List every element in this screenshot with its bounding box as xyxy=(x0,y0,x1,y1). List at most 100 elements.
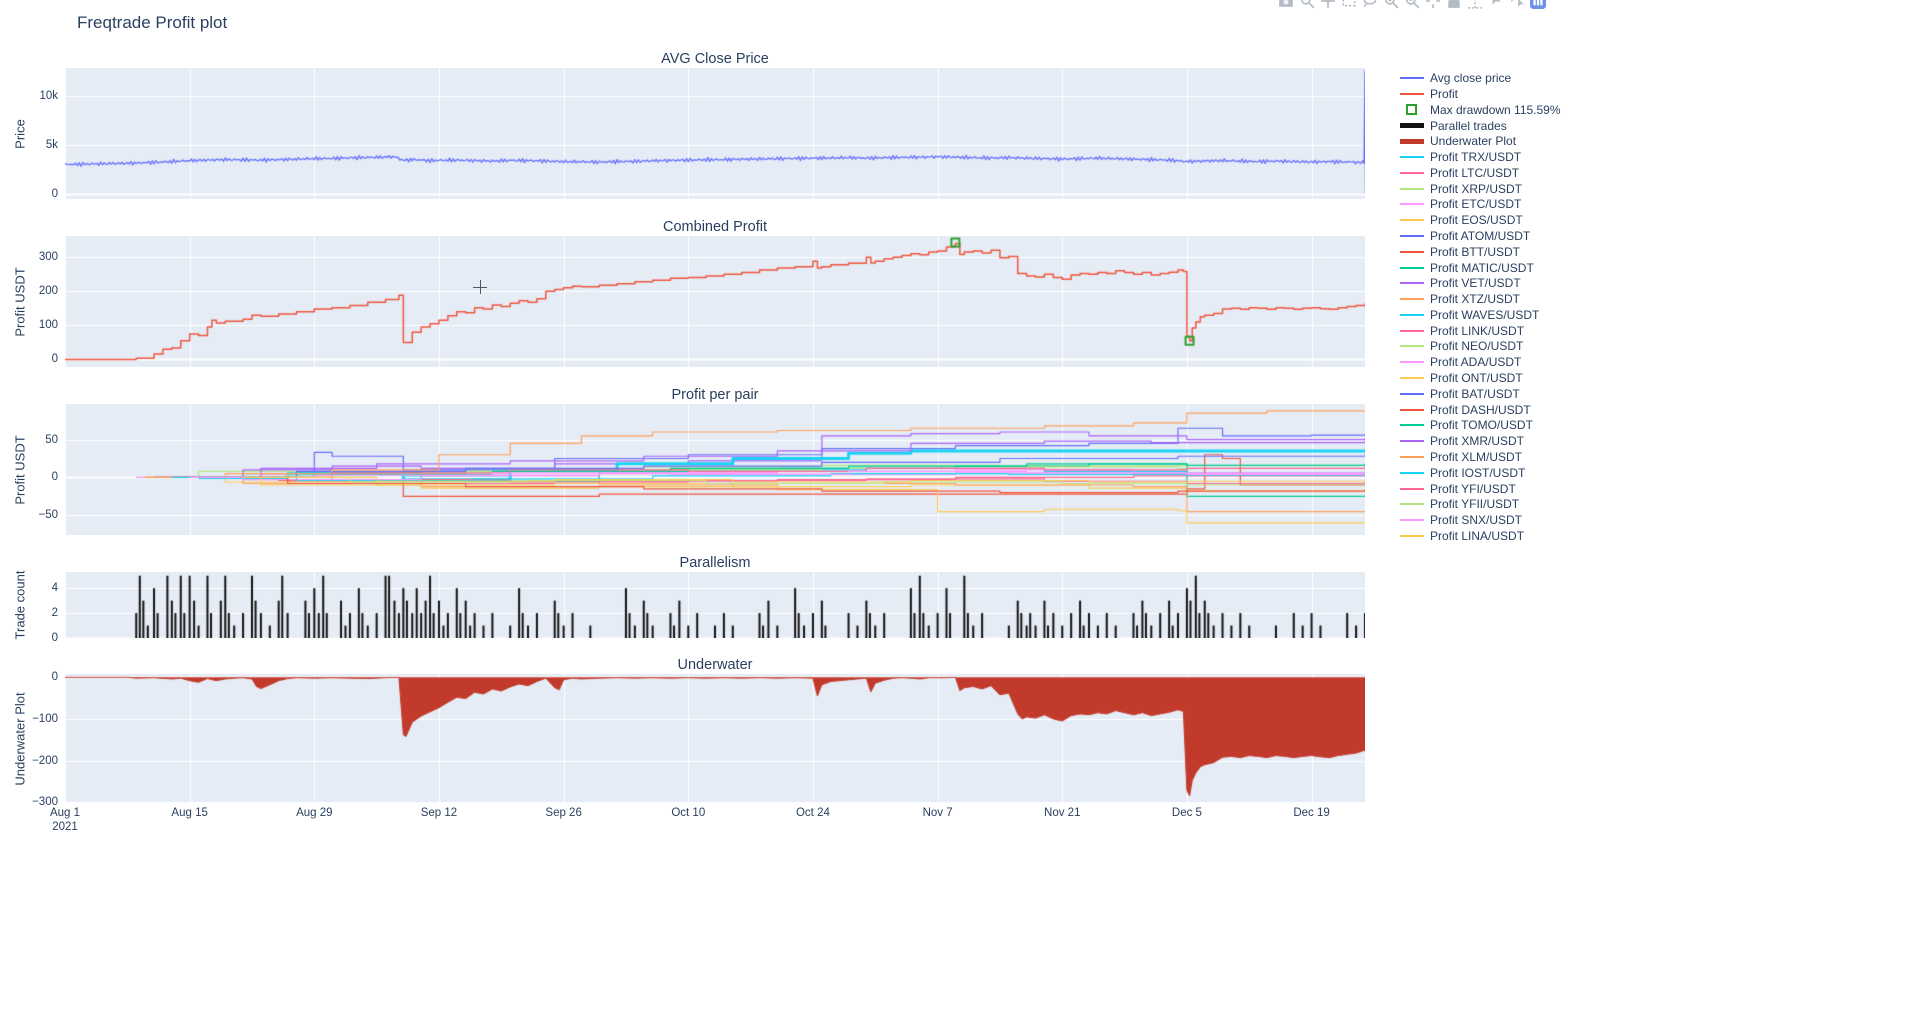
subplot-title-avg-close-price: AVG Close Price xyxy=(661,51,769,67)
subplot-parallelism[interactable] xyxy=(65,572,1365,638)
legend-label: Max drawdown 115.59% xyxy=(1430,102,1561,117)
x-tick-label: Sep 12 xyxy=(420,807,458,819)
zoom-out-icon[interactable] xyxy=(1404,0,1420,9)
legend-item-profit-yfi-usdt[interactable]: Profit YFI/USDT xyxy=(1400,482,1561,496)
legend-swatch xyxy=(1400,203,1424,206)
lasso-select-icon[interactable] xyxy=(1362,0,1378,9)
subplot-avg-close-price[interactable] xyxy=(65,68,1365,199)
x-tick-label: Aug 15 xyxy=(171,807,208,819)
autoscale-icon[interactable] xyxy=(1425,0,1441,9)
legend-item-underwater-plot[interactable]: Underwater Plot xyxy=(1400,134,1561,149)
legend-item-profit-ltc-usdt[interactable]: Profit LTC/USDT xyxy=(1400,165,1561,180)
legend-item-profit-matic-usdt[interactable]: Profit MATIC/USDT xyxy=(1400,261,1561,275)
x-tick-label: Sep 26 xyxy=(545,807,582,819)
zoom-in-icon[interactable] xyxy=(1383,0,1399,9)
legend-item-profit[interactable]: Profit xyxy=(1400,87,1561,101)
hover-compare-icon[interactable] xyxy=(1509,0,1525,9)
y-tick-label: 4 xyxy=(51,582,58,595)
legend-label: Profit BAT/USDT xyxy=(1430,386,1520,401)
legend-item-profit-snx-usdt[interactable]: Profit SNX/USDT xyxy=(1400,513,1561,528)
y-tick-label: 0 xyxy=(51,188,58,201)
legend-item-profit-xrp-usdt[interactable]: Profit XRP/USDT xyxy=(1400,182,1561,196)
legend-label: Profit VET/USDT xyxy=(1430,276,1521,291)
reset-axes-icon[interactable] xyxy=(1446,0,1462,9)
subplot-title-profit-per-pair: Profit per pair xyxy=(671,387,759,403)
legend-item-profit-xtz-usdt[interactable]: Profit XTZ/USDT xyxy=(1400,292,1561,306)
toggle-spikelines-icon[interactable] xyxy=(1467,0,1483,9)
legend-label: Profit ATOM/USDT xyxy=(1430,229,1531,244)
x-tick-label: Oct 10 xyxy=(671,807,706,819)
legend-label: Profit LTC/USDT xyxy=(1430,165,1520,180)
legend-swatch xyxy=(1400,440,1424,443)
subplot-canvas-parallelism[interactable] xyxy=(65,572,1365,638)
legend-item-profit-dash-usdt[interactable]: Profit DASH/USDT xyxy=(1400,402,1561,417)
legend-item-profit-etc-usdt[interactable]: Profit ETC/USDT xyxy=(1400,197,1561,211)
y-tick-label: 0 xyxy=(51,671,58,684)
legend-swatch xyxy=(1400,377,1424,380)
subplot-canvas-combined-profit[interactable] xyxy=(65,236,1365,367)
y-tick-label: −300 xyxy=(32,796,58,809)
hover-closest-icon[interactable] xyxy=(1488,0,1504,9)
legend-swatch xyxy=(1400,171,1424,174)
legend-swatch xyxy=(1400,455,1424,458)
subplot-profit-per-pair[interactable] xyxy=(65,404,1365,535)
legend-swatch xyxy=(1400,503,1424,506)
legend-item-profit-vet-usdt[interactable]: Profit VET/USDT xyxy=(1400,276,1561,291)
y-tick-label: 0 xyxy=(51,632,58,644)
legend-item-profit-bat-usdt[interactable]: Profit BAT/USDT xyxy=(1400,386,1561,401)
legend-swatch xyxy=(1400,424,1424,427)
pan-icon[interactable] xyxy=(1320,0,1336,9)
zoom-icon[interactable] xyxy=(1299,0,1315,9)
box-select-icon[interactable] xyxy=(1341,0,1357,9)
legend-item-profit-trx-usdt[interactable]: Profit TRX/USDT xyxy=(1400,150,1561,164)
legend-item-max-drawdown-115-59[interactable]: Max drawdown 115.59% xyxy=(1400,102,1561,117)
legend-item-profit-eos-usdt[interactable]: Profit EOS/USDT xyxy=(1400,213,1561,227)
x-tick-label: Aug 1 xyxy=(49,807,81,819)
x-tick-label: Dec 19 xyxy=(1293,807,1330,819)
legend-swatch xyxy=(1406,104,1417,116)
y-tick-label: −200 xyxy=(32,754,58,767)
x-tick-label: Oct 24 xyxy=(795,807,830,819)
legend-label: Profit WAVES/USDT xyxy=(1430,307,1540,322)
subplot-combined-profit[interactable] xyxy=(65,236,1365,367)
legend-label: Underwater Plot xyxy=(1430,134,1517,149)
legend-item-profit-link-usdt[interactable]: Profit LINK/USDT xyxy=(1400,324,1561,338)
legend-label: Profit YFII/USDT xyxy=(1430,497,1520,512)
x-tick-label: Dec 5 xyxy=(1171,807,1202,819)
legend-item-profit-yfii-usdt[interactable]: Profit YFII/USDT xyxy=(1400,497,1561,512)
legend-item-profit-ada-usdt[interactable]: Profit ADA/USDT xyxy=(1400,355,1561,369)
legend-label: Profit IOST/USDT xyxy=(1430,465,1526,480)
legend-item-profit-btt-usdt[interactable]: Profit BTT/USDT xyxy=(1400,245,1561,259)
legend-swatch xyxy=(1400,519,1424,522)
legend-item-profit-ont-usdt[interactable]: Profit ONT/USDT xyxy=(1400,371,1561,385)
y-axis-label-parallelism: Trade count xyxy=(12,570,28,640)
legend-item-profit-waves-usdt[interactable]: Profit WAVES/USDT xyxy=(1400,307,1561,322)
y-tick-label: 200 xyxy=(38,285,58,298)
legend-label: Profit DASH/USDT xyxy=(1430,402,1531,417)
legend-item-profit-tomo-usdt[interactable]: Profit TOMO/USDT xyxy=(1400,418,1561,432)
subplot-underwater[interactable] xyxy=(65,674,1365,803)
legend-item-profit-xmr-usdt[interactable]: Profit XMR/USDT xyxy=(1400,434,1561,449)
legend-item-parallel-trades[interactable]: Parallel trades xyxy=(1400,119,1561,133)
legend-swatch xyxy=(1400,138,1424,144)
subplot-canvas-underwater[interactable] xyxy=(65,674,1365,803)
y-tick-label: 100 xyxy=(38,319,58,332)
legend-item-profit-neo-usdt[interactable]: Profit NEO/USDT xyxy=(1400,339,1561,353)
plotly-logo[interactable] xyxy=(1530,0,1546,9)
legend-item-profit-iost-usdt[interactable]: Profit IOST/USDT xyxy=(1400,465,1561,480)
legend-label: Profit SNX/USDT xyxy=(1430,513,1523,528)
subplot-canvas-avg-close-price[interactable] xyxy=(65,68,1365,199)
legend: Avg close price Profit Max drawdown 115.59… xyxy=(1400,71,1561,543)
subplot-canvas-profit-per-pair[interactable] xyxy=(65,404,1365,535)
page-title: Freqtrade Profit plot xyxy=(77,13,228,32)
legend-swatch xyxy=(1400,282,1424,285)
legend-label: Profit XMR/USDT xyxy=(1430,434,1525,449)
legend-item-profit-atom-usdt[interactable]: Profit ATOM/USDT xyxy=(1400,229,1561,244)
legend-item-profit-xlm-usdt[interactable]: Profit XLM/USDT xyxy=(1400,450,1561,464)
legend-item-profit-lina-usdt[interactable]: Profit LINA/USDT xyxy=(1400,529,1561,543)
camera-icon[interactable] xyxy=(1278,0,1294,9)
legend-swatch xyxy=(1400,250,1424,253)
legend-item-avg-close-price[interactable]: Avg close price xyxy=(1400,71,1561,85)
